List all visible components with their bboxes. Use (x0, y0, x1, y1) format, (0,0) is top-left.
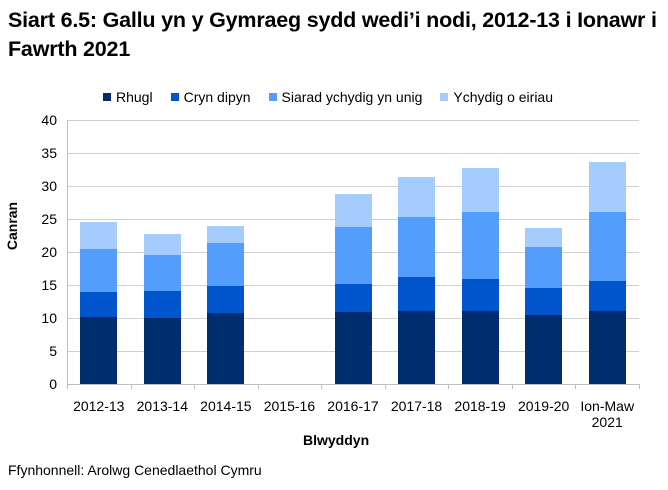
legend-label: Siarad ychydig yn unig (281, 89, 423, 105)
bar-segment (525, 227, 563, 248)
y-tick-label: 40 (41, 112, 57, 128)
bar-segment (207, 312, 245, 384)
x-tick-mark (194, 384, 195, 389)
bar-stack (588, 161, 626, 384)
x-tick-label: 2012-13 (73, 398, 125, 414)
gridline (67, 186, 639, 187)
y-axis-title: Canran (4, 201, 20, 251)
x-tick-label: 2014-15 (200, 398, 252, 414)
x-tick-label: Ion-Maw 2021 (580, 398, 635, 430)
bar-stack (461, 168, 499, 384)
legend-swatch-icon (268, 93, 277, 101)
bar-segment (334, 312, 372, 384)
legend-label: Rhugl (116, 89, 153, 105)
x-tick-mark (131, 384, 132, 389)
bar-segment (588, 212, 626, 282)
x-tick-mark (448, 384, 449, 389)
x-tick-mark (67, 384, 68, 389)
bar-segment (334, 226, 372, 284)
y-axis-line (67, 120, 68, 384)
plot-area: 0 5 10 15 20 25 30 35 40 (41, 113, 640, 391)
gridline (67, 120, 639, 121)
y-tick-label: 35 (41, 145, 57, 161)
bar-segment (143, 254, 181, 291)
x-tick-mark (258, 384, 259, 389)
bar-segment (398, 177, 436, 218)
legend-swatch-icon (440, 93, 449, 101)
bar-segment (80, 292, 118, 317)
x-tick-label: 2019-20 (517, 398, 570, 414)
source-note: Ffynhonnell: Arolwg Cenedlaethol Cymru (8, 462, 262, 478)
bar-segment (398, 310, 436, 384)
x-tick-label: 2018-19 (454, 398, 506, 414)
x-tick-label: 2013-14 (136, 398, 189, 414)
bar-segment (207, 242, 245, 286)
bar-stack (80, 222, 118, 384)
bar-segment (334, 283, 372, 313)
gridline (67, 153, 639, 154)
bar-segment (143, 318, 181, 384)
x-axis-title: Blwyddyn (303, 432, 370, 448)
bar-segment (588, 281, 626, 312)
bar-segment (525, 314, 563, 384)
bar-stack (334, 193, 372, 384)
x-tick-label: 2016-17 (327, 398, 379, 414)
bar-segment (207, 226, 245, 243)
y-tick-label: 15 (41, 277, 57, 293)
x-tick-mark (639, 384, 640, 389)
chart-legend: Rhugl Cryn dipyn Siarad ychydig yn unig Ych… (103, 89, 571, 105)
bar-segment (80, 249, 118, 293)
x-tick-mark (385, 384, 386, 389)
bar-segment (588, 311, 626, 384)
legend-item: Siarad ychydig yn unig (268, 89, 423, 105)
y-tick-label: 0 (49, 376, 57, 392)
y-tick-label: 20 (41, 244, 57, 260)
bar-segment (143, 234, 181, 255)
bar-segment (461, 311, 499, 384)
bar-segment (207, 285, 245, 313)
legend-item: Rhugl (103, 89, 153, 105)
bar-stack (398, 177, 436, 384)
x-axis-line (67, 384, 639, 385)
bar-segment (80, 316, 118, 384)
bar-segment (525, 288, 563, 315)
y-tick-label: 10 (41, 310, 57, 326)
bar-segment (588, 161, 626, 213)
legend-item: Cryn dipyn (170, 89, 251, 105)
y-tick-label: 30 (41, 178, 57, 194)
bar-segment (398, 277, 436, 311)
bar-segment (334, 193, 372, 227)
y-tick-label: 25 (41, 211, 57, 227)
legend-swatch-icon (170, 93, 179, 101)
x-tick-label: 2017-18 (390, 398, 443, 414)
bar-segment (80, 222, 118, 250)
bar-stack (525, 227, 563, 384)
bar-segment (143, 290, 181, 318)
legend-label: Ychydig o eiriau (453, 89, 554, 105)
y-tick-label: 5 (49, 343, 57, 359)
x-tick-mark (575, 384, 576, 389)
bar-stack (207, 226, 245, 384)
legend-item: Ychydig o eiriau (440, 89, 553, 105)
bar-stack (143, 234, 181, 384)
bar-segment (461, 168, 499, 212)
bar-segment (461, 211, 499, 280)
x-tick-mark (512, 384, 513, 389)
chart-title: Siart 6.5: Gallu yn y Gymraeg sydd wedi’… (8, 8, 657, 61)
legend-label: Cryn dipyn (183, 89, 251, 105)
x-tick-mark (321, 384, 322, 389)
bar-segment (461, 279, 499, 312)
x-tick-label: 2015-16 (263, 398, 316, 414)
legend-swatch-icon (103, 93, 111, 101)
bar-segment (525, 247, 563, 289)
bar-segment (398, 217, 436, 278)
